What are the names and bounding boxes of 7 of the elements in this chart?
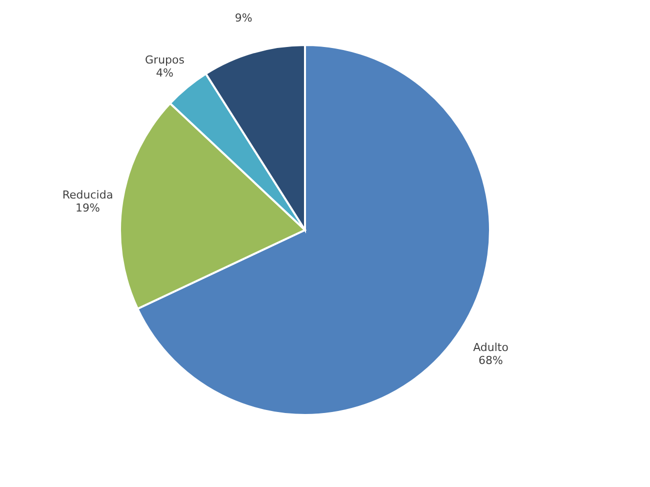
slice-label: Grupos	[145, 53, 185, 66]
data-label: 4%	[156, 66, 174, 80]
data-label: 68%	[478, 354, 503, 367]
data-label: 19%	[75, 202, 100, 215]
slice-label: Adulto	[473, 340, 509, 354]
data-label: 9%	[234, 12, 252, 25]
slice-label: Reducida	[62, 188, 114, 202]
